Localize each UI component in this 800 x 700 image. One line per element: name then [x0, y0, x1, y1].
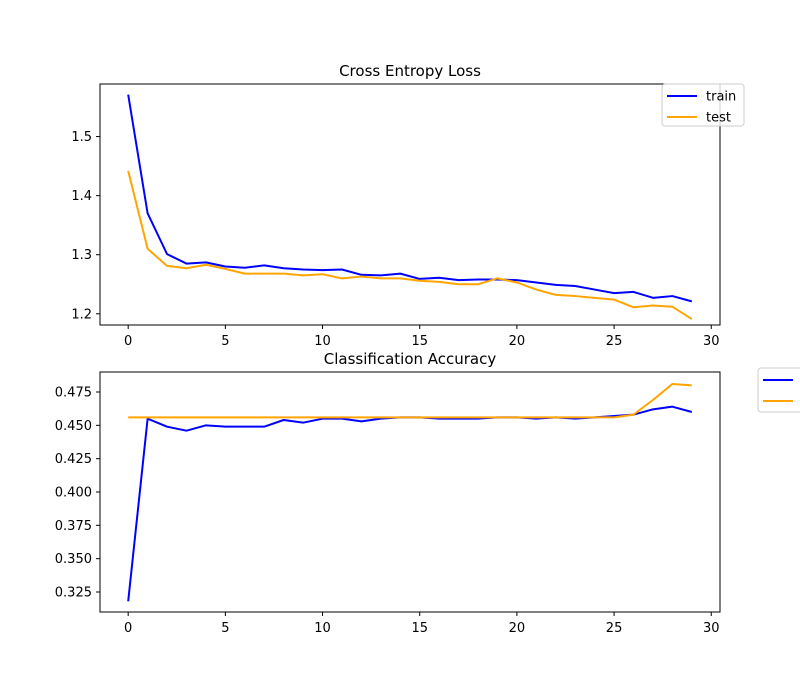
y-tick-label: 0.400: [55, 486, 92, 501]
x-tick-label: 5: [221, 621, 229, 636]
chart-title: Classification Accuracy: [324, 350, 497, 368]
legend-box: [757, 367, 800, 413]
y-tick-label: 0.425: [55, 452, 92, 467]
y-tick-label: 0.375: [55, 519, 92, 534]
x-tick-label: 5: [221, 334, 229, 349]
y-tick-label: 0.350: [55, 552, 92, 567]
loss-chart: Cross Entropy Loss 0 5 10 15 20 25 30 1.2 1.3 1.4 1…: [71, 62, 745, 349]
x-tick-label: 20: [509, 621, 526, 636]
series-line-test: [127, 170, 693, 320]
y-tick-label: 0.325: [55, 586, 92, 601]
series-line-train: [127, 94, 693, 303]
series-line-series-1: [128, 383, 692, 419]
y-tick-label: 1.5: [71, 130, 92, 145]
y-tick-label: 1.4: [71, 189, 92, 204]
y-tick-label: 1.2: [71, 307, 92, 322]
legend-label: train: [706, 90, 736, 105]
x-tick-label: 30: [703, 334, 720, 349]
x-tick-label: 25: [606, 334, 623, 349]
x-tick-label: 15: [411, 334, 428, 349]
legend-box: [661, 83, 745, 127]
x-tick-label: 20: [509, 334, 526, 349]
x-tick-label: 10: [314, 621, 331, 636]
x-tick-label: 25: [606, 621, 623, 636]
x-tick-label: 30: [703, 621, 720, 636]
y-tick-label: 0.450: [55, 419, 92, 434]
chart-title: Cross Entropy Loss: [339, 62, 481, 80]
x-tick-label: 10: [314, 334, 331, 349]
y-tick-label: 1.3: [71, 248, 92, 263]
x-tick-label: 15: [411, 621, 428, 636]
x-tick-label: 0: [124, 621, 132, 636]
y-tick-label: 0.475: [55, 386, 92, 401]
axes-frame: [99, 83, 721, 326]
x-tick-label: 0: [124, 334, 132, 349]
accuracy-chart: Classification Accuracy 0 5 10 15 20 25 30 0.325…: [55, 350, 800, 636]
legend-label: test: [706, 111, 731, 126]
